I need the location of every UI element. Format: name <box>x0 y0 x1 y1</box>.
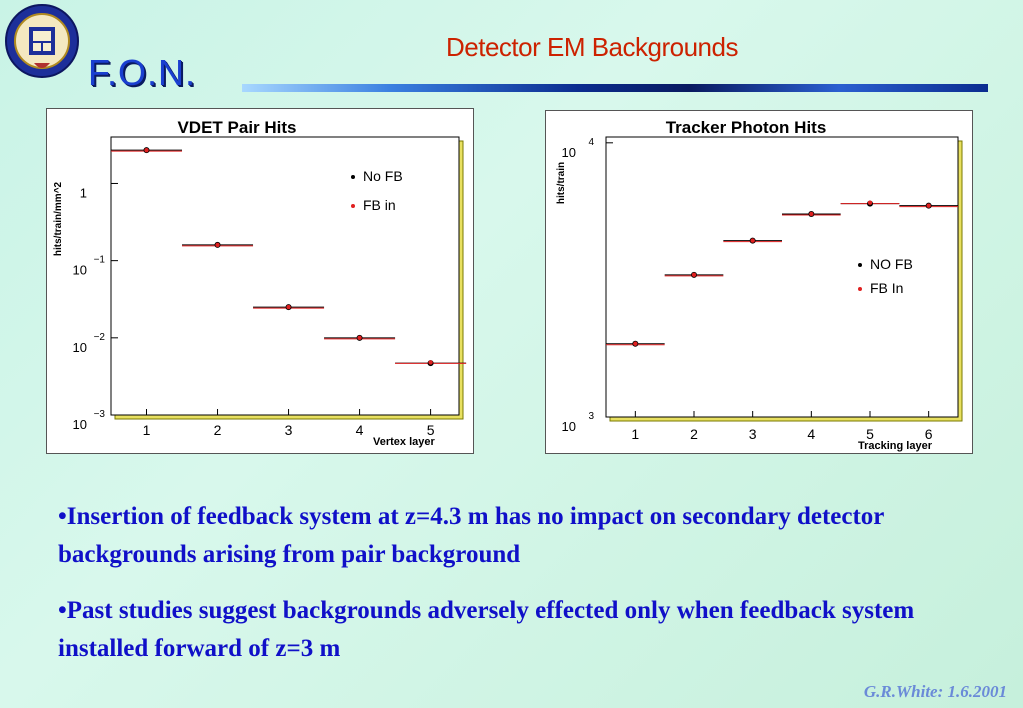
legend-marker <box>351 204 355 208</box>
footer-author-date: G.R.White: 1.6.2001 <box>863 682 1007 701</box>
data-point <box>691 272 697 278</box>
slide-title: Detector EM Backgrounds <box>446 32 738 62</box>
data-point <box>144 147 149 153</box>
vdet-chart-panel: VDET Pair Hits 1 2 3 4 5 1 10 −1 10 −2 10 −3 Vertex l… <box>46 108 474 454</box>
x-tick-label: 3 <box>749 426 757 442</box>
plot-frame <box>605 136 959 418</box>
data-point <box>809 211 814 217</box>
x-tick-label: 2 <box>690 426 698 442</box>
y-tick-exponent: −2 <box>94 332 106 343</box>
chart-title: Tracker Photon Hits <box>666 118 827 137</box>
data-point <box>357 335 362 341</box>
bullet-list: •Insertion of feedback system at z=4.3 m… <box>58 498 958 686</box>
fon-logo: F.O.N. <box>88 52 197 93</box>
bullet-item: •Insertion of feedback system at z=4.3 m… <box>58 503 884 568</box>
data-point <box>750 238 755 243</box>
x-axis-label: Tracking layer <box>858 440 933 452</box>
plot-area <box>110 136 464 420</box>
legend-marker <box>858 287 862 291</box>
y-tick-label: 10 <box>73 263 87 278</box>
y-tick-exponent: −3 <box>94 409 106 420</box>
legend-label: NO FB <box>870 256 913 272</box>
plot-frame <box>110 136 460 416</box>
legend-marker <box>351 175 355 179</box>
legend-label: FB In <box>870 280 903 296</box>
x-tick-label: 5 <box>866 426 874 442</box>
tracker-chart-panel: Tracker Photon Hits 1 2 3 4 5 6 10 4 10 3 Tracking … <box>545 110 973 454</box>
y-tick-label: 10 <box>73 417 87 432</box>
x-tick-label: 3 <box>285 422 293 438</box>
data-point <box>428 360 433 365</box>
y-tick-label: 10 <box>562 419 576 434</box>
x-tick-label: 2 <box>214 422 222 438</box>
data-point <box>926 203 931 208</box>
y-axis-label: hits/train/mm^2 <box>53 181 64 256</box>
x-tick-label: 4 <box>807 426 815 442</box>
data-point <box>633 341 638 346</box>
x-tick-label: 6 <box>925 426 933 442</box>
x-tick-label: 1 <box>631 426 639 442</box>
y-tick-label: 10 <box>562 145 576 160</box>
tracker-photon-hits-chart: Tracker Photon Hits 1 2 3 4 5 6 10 4 10 3 Tracking … <box>556 118 963 452</box>
y-tick-exponent: −1 <box>94 255 106 266</box>
header-divider-bar <box>242 84 988 92</box>
y-tick-exponent: 3 <box>588 411 594 422</box>
legend-marker <box>858 263 862 267</box>
legend-label: No FB <box>363 168 403 184</box>
oxford-seal-logo <box>4 3 80 79</box>
x-tick-label: 1 <box>143 422 151 438</box>
y-tick-label: 1 <box>80 185 87 200</box>
y-axis-label: hits/train <box>556 162 567 204</box>
data-point <box>286 304 291 310</box>
x-tick-label: 5 <box>427 422 435 438</box>
x-axis-label: Vertex layer <box>373 436 435 448</box>
legend-label: FB in <box>363 197 396 213</box>
y-tick-exponent: 4 <box>588 137 594 148</box>
chart-title: VDET Pair Hits <box>177 118 296 137</box>
vdet-pair-hits-chart: VDET Pair Hits 1 2 3 4 5 1 10 −1 10 −2 10 −3 Vertex l… <box>53 118 467 448</box>
data-point <box>867 200 873 205</box>
data-point <box>215 242 220 248</box>
x-tick-label: 4 <box>356 422 364 438</box>
plot-area <box>605 136 963 422</box>
bullet-item: •Past studies suggest backgrounds advers… <box>58 597 915 662</box>
y-tick-label: 10 <box>73 340 87 355</box>
